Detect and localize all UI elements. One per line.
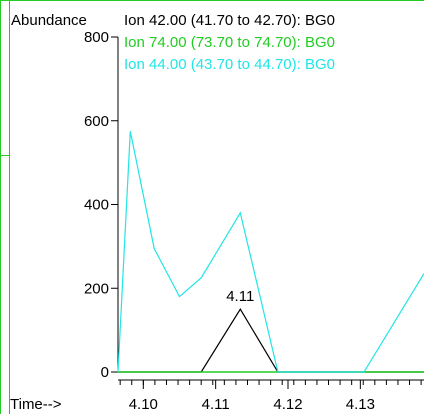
y-tick-label: 200: [84, 280, 109, 297]
y-tick-label: 600: [84, 113, 109, 130]
x-tick-label: 4.11: [202, 396, 230, 413]
legend: Ion 42.00 (41.70 to 42.70): BG0 Ion 74.00…: [124, 12, 335, 73]
legend-entry-3: Ion 44.00 (43.70 to 44.70): BG0: [124, 56, 335, 73]
series-group: [117, 131, 424, 373]
x-tick-label: 4.12: [273, 396, 302, 413]
y-axis-label: Abundance: [11, 12, 87, 29]
legend-entry-1: Ion 42.00 (41.70 to 42.70): BG0: [124, 12, 335, 29]
annotations: 4.11: [226, 288, 254, 305]
x-axis-label: Time-->: [10, 396, 62, 413]
panel-divider: [9, 0, 10, 414]
y-tick-label: 400: [84, 197, 109, 214]
y-tick-label: 800: [84, 29, 109, 46]
series-line-3: [117, 131, 424, 373]
legend-entry-2: Ion 74.00 (73.70 to 74.70): BG0: [124, 34, 335, 51]
x-tick-label: 4.13: [346, 396, 375, 413]
panel-divider-stub: [0, 155, 10, 156]
axes: 0 200 400 600 800 4.10 4.11 4.12 4.13: [84, 29, 424, 413]
x-tick-label: 4.10: [129, 396, 158, 413]
peak-label: 4.11: [226, 288, 254, 305]
y-tick-label: 0: [101, 364, 109, 381]
